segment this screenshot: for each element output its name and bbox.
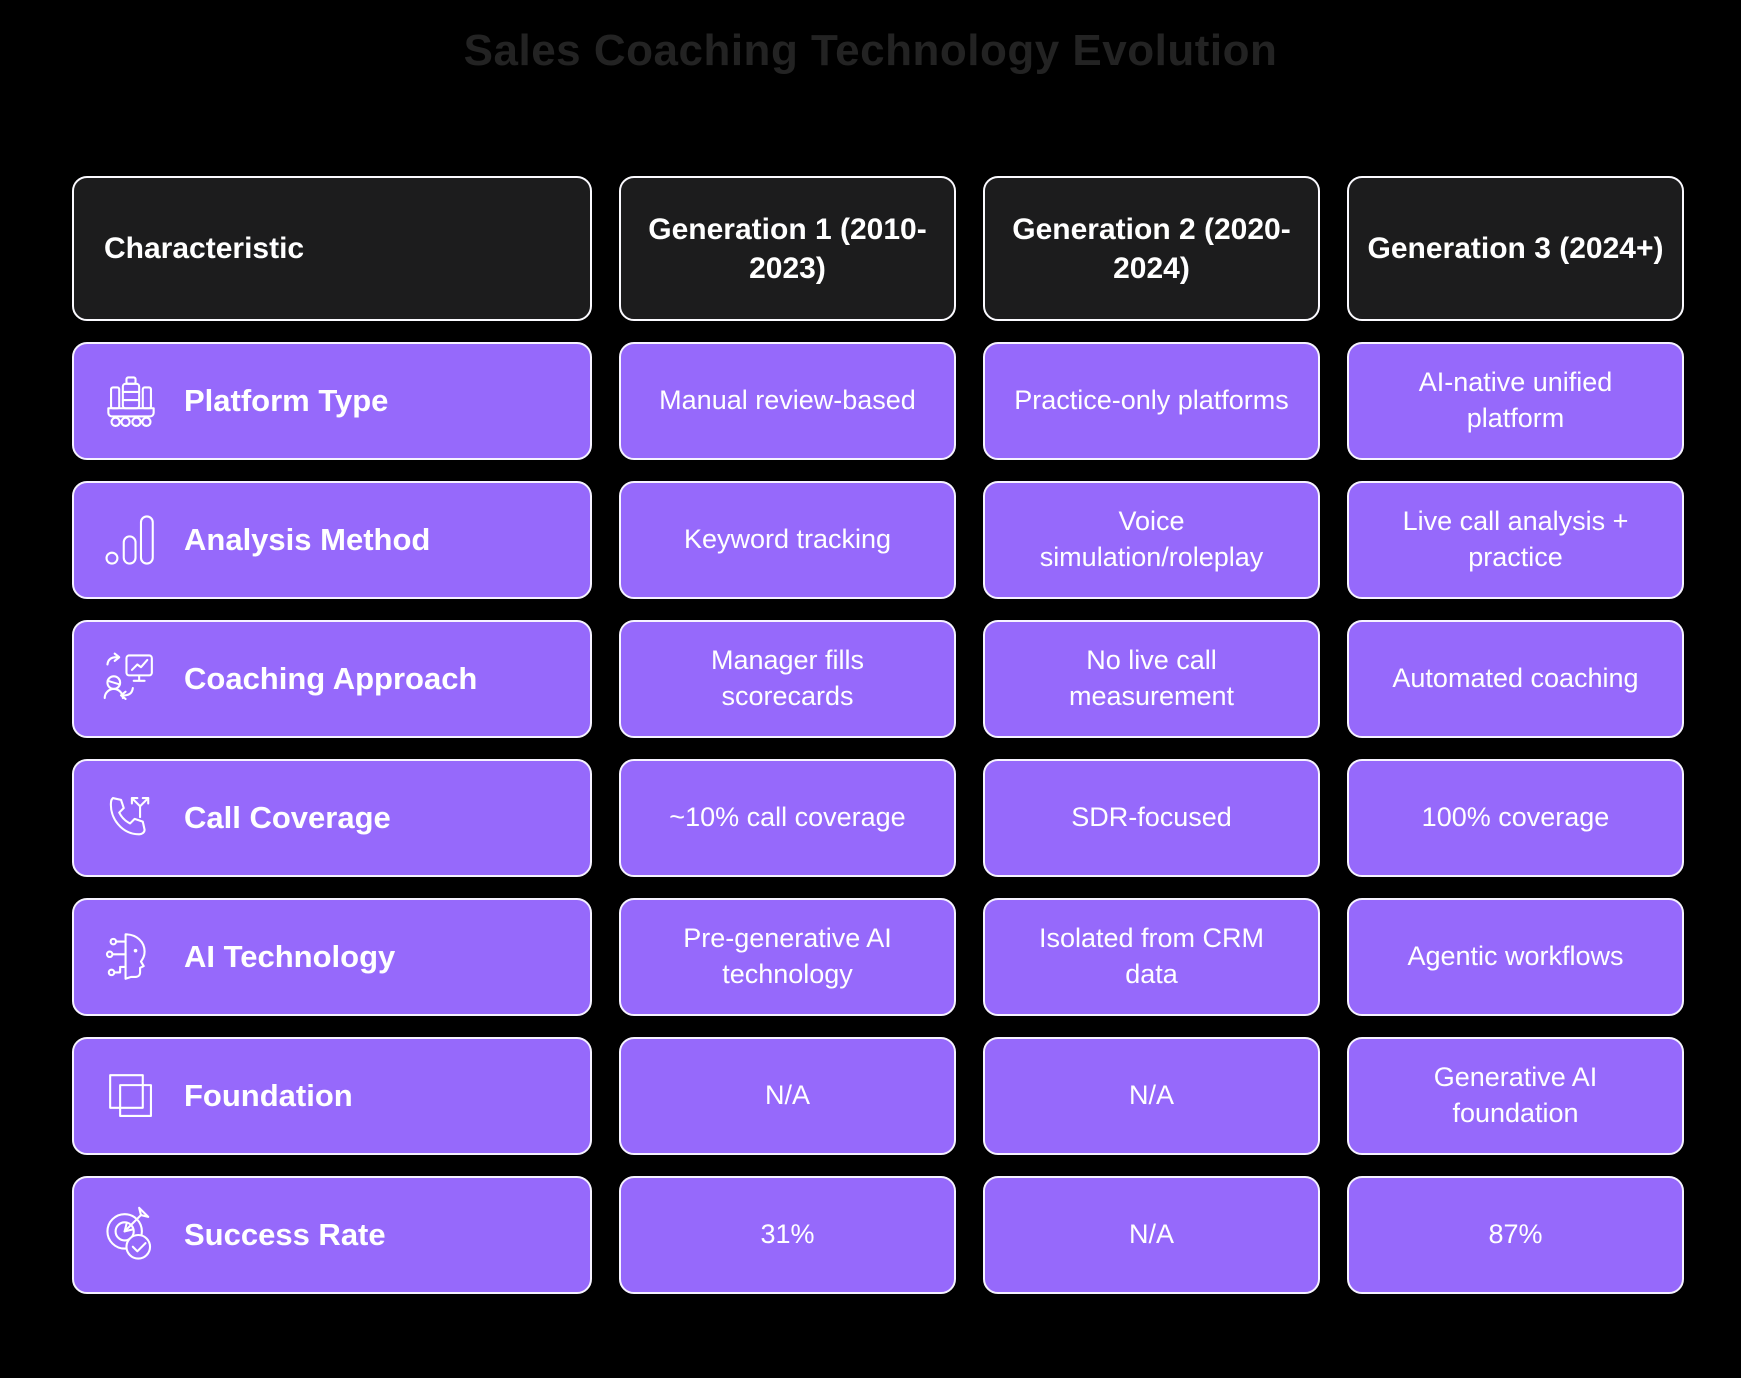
row-header-call-coverage: Call Coverage (72, 759, 592, 877)
cell-foundation-gen3: Generative AI foundation (1347, 1037, 1684, 1155)
cell-analysis-method-gen3: Live call analysis + practice (1347, 481, 1684, 599)
cell-foundation-gen1: N/A (619, 1037, 956, 1155)
cell-analysis-method-gen1: Keyword tracking (619, 481, 956, 599)
cell-success-rate-gen3: 87% (1347, 1176, 1684, 1294)
row-label: Success Rate (184, 1217, 386, 1252)
cell-call-coverage-gen1: ~10% call coverage (619, 759, 956, 877)
row-label: Call Coverage (184, 800, 391, 835)
row-header-foundation: Foundation (72, 1037, 592, 1155)
row-label: Platform Type (184, 383, 389, 418)
row-header-analysis-method: Analysis Method (72, 481, 592, 599)
page-title: Sales Coaching Technology Evolution (463, 26, 1278, 75)
column-header-characteristic: Characteristic (72, 176, 592, 321)
cell-platform-type-gen1: Manual review-based (619, 342, 956, 460)
analytics-bars-icon (102, 511, 160, 569)
ai-head-circuit-icon (102, 928, 160, 986)
row-label: Analysis Method (184, 522, 431, 557)
cell-call-coverage-gen3: 100% coverage (1347, 759, 1684, 877)
cell-coaching-approach-gen2: No live call measurement (983, 620, 1320, 738)
column-header-generation-2: Generation 2 (2020-2024) (983, 176, 1320, 321)
cell-analysis-method-gen2: Voice simulation/roleplay (983, 481, 1320, 599)
comparison-table: Characteristic Generation 1 (2010-2023) … (72, 176, 1684, 1294)
column-header-generation-3: Generation 3 (2024+) (1347, 176, 1684, 321)
cell-coaching-approach-gen1: Manager fills scorecards (619, 620, 956, 738)
cell-ai-technology-gen1: Pre-generative AI technology (619, 898, 956, 1016)
row-label: AI Technology (184, 939, 396, 974)
row-header-platform-type: Platform Type (72, 342, 592, 460)
row-header-ai-technology: AI Technology (72, 898, 592, 1016)
platform-cart-icon (102, 372, 160, 430)
row-header-success-rate: Success Rate (72, 1176, 592, 1294)
foundation-frames-icon (102, 1067, 160, 1125)
target-check-icon (102, 1206, 160, 1264)
row-header-coaching-approach: Coaching Approach (72, 620, 592, 738)
coach-presentation-icon (102, 650, 160, 708)
cell-ai-technology-gen3: Agentic workflows (1347, 898, 1684, 1016)
cell-platform-type-gen3: AI-native unified platform (1347, 342, 1684, 460)
cell-platform-type-gen2: Practice-only platforms (983, 342, 1320, 460)
phone-arrows-icon (102, 789, 160, 847)
row-label: Foundation (184, 1078, 353, 1113)
cell-call-coverage-gen2: SDR-focused (983, 759, 1320, 877)
column-header-generation-1: Generation 1 (2010-2023) (619, 176, 956, 321)
cell-success-rate-gen2: N/A (983, 1176, 1320, 1294)
cell-success-rate-gen1: 31% (619, 1176, 956, 1294)
row-label: Coaching Approach (184, 661, 478, 696)
cell-coaching-approach-gen3: Automated coaching (1347, 620, 1684, 738)
cell-ai-technology-gen2: Isolated from CRM data (983, 898, 1320, 1016)
cell-foundation-gen2: N/A (983, 1037, 1320, 1155)
